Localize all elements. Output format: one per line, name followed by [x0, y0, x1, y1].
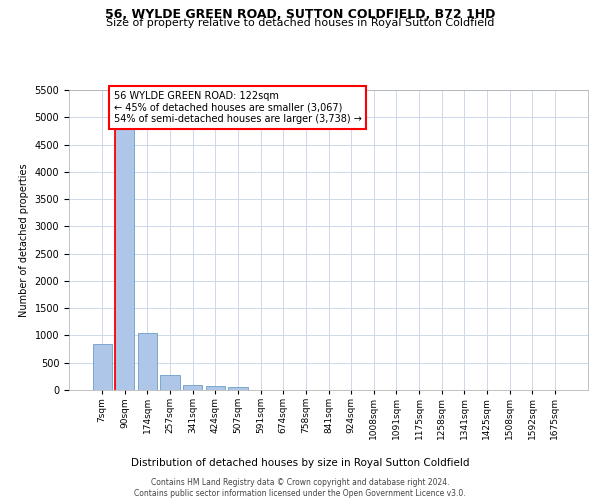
- Bar: [229, 388, 248, 390]
- Bar: [92, 344, 112, 390]
- Y-axis label: Number of detached properties: Number of detached properties: [19, 163, 29, 317]
- Text: 56 WYLDE GREEN ROAD: 122sqm
← 45% of detached houses are smaller (3,067)
54% of : 56 WYLDE GREEN ROAD: 122sqm ← 45% of det…: [113, 91, 361, 124]
- Bar: [160, 374, 180, 390]
- Text: Distribution of detached houses by size in Royal Sutton Coldfield: Distribution of detached houses by size …: [131, 458, 469, 468]
- Bar: [115, 90, 134, 390]
- Text: Contains HM Land Registry data © Crown copyright and database right 2024.
Contai: Contains HM Land Registry data © Crown c…: [134, 478, 466, 498]
- Text: 56, WYLDE GREEN ROAD, SUTTON COLDFIELD, B72 1HD: 56, WYLDE GREEN ROAD, SUTTON COLDFIELD, …: [105, 8, 495, 20]
- Text: Size of property relative to detached houses in Royal Sutton Coldfield: Size of property relative to detached ho…: [106, 18, 494, 28]
- Bar: [138, 332, 157, 390]
- Bar: [183, 385, 202, 390]
- Bar: [206, 386, 225, 390]
